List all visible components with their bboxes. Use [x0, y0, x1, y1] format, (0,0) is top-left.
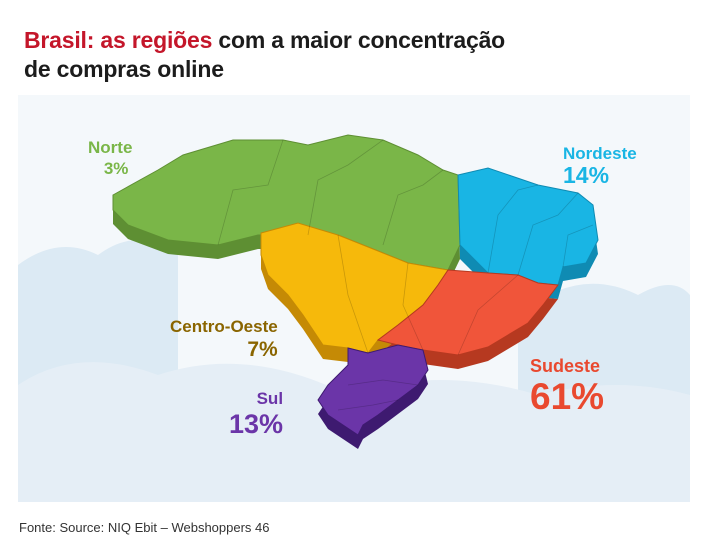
region-sul	[317, 344, 429, 436]
label-sudeste: Sudeste 61%	[530, 357, 604, 415]
label-centro-oeste: Centro-Oeste 7%	[170, 318, 278, 360]
brazil-map	[18, 134, 690, 502]
norte-name: Norte	[88, 138, 133, 157]
sudeste-name: Sudeste	[530, 356, 601, 376]
map-panel: Norte 3% Nordeste 14% Centro-Oeste 7% Su…	[18, 95, 690, 502]
state-borders	[217, 139, 594, 411]
label-norte: Norte 3%	[88, 139, 132, 177]
label-nordeste: Nordeste 14%	[563, 145, 637, 187]
sul-percent: 13%	[229, 409, 284, 439]
title-accent: Brasil: as regiões	[24, 27, 213, 53]
nordeste-name: Nordeste	[563, 144, 637, 163]
label-sul: Sul 13%	[229, 390, 283, 438]
title-rest: com a maior concentração	[218, 27, 506, 53]
source-note: Fonte: Source: NIQ Ebit – Webshoppers 46	[19, 520, 270, 535]
sul-name: Sul	[256, 389, 284, 408]
centro-oeste-percent: 7%	[247, 338, 278, 361]
region-sudeste	[376, 269, 559, 356]
title-line2: de compras online	[24, 56, 224, 82]
sudeste-percent: 61%	[530, 376, 605, 417]
nordeste-percent: 14%	[563, 162, 610, 188]
centro-oeste-name: Centro-Oeste	[170, 317, 278, 336]
norte-percent: 3%	[103, 159, 129, 178]
chart-title: Brasil: as regiões com a maior concentra…	[24, 26, 505, 84]
